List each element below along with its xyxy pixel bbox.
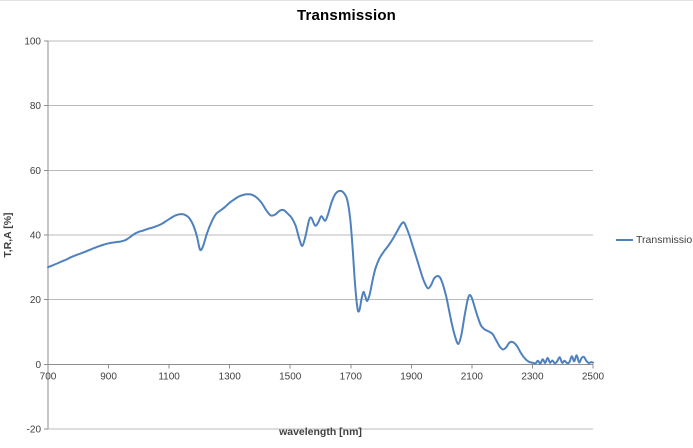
y-tick-label: 20 bbox=[30, 295, 42, 306]
x-tick-label: 1700 bbox=[340, 371, 363, 382]
y-tick-label: 100 bbox=[24, 37, 41, 48]
y-tick-label: 60 bbox=[30, 166, 42, 177]
x-tick-label: 1900 bbox=[400, 371, 423, 382]
y-axis-title: T,R,A [%] bbox=[2, 212, 14, 258]
legend-key-line bbox=[616, 239, 633, 241]
x-tick-label: 1100 bbox=[158, 371, 180, 382]
series-line bbox=[47, 189, 594, 365]
x-tick-label: 900 bbox=[100, 371, 117, 382]
y-tick-label: 80 bbox=[30, 101, 42, 112]
x-tick-label: 2100 bbox=[461, 371, 484, 382]
legend-label: Transmission bbox=[636, 234, 693, 246]
chart-title: Transmission bbox=[296, 7, 397, 24]
x-axis-title: wavelength [nm] bbox=[279, 426, 362, 438]
x-tick-label: 1500 bbox=[279, 371, 302, 382]
y-tick-label: 40 bbox=[30, 231, 42, 242]
x-tick-label: 1300 bbox=[219, 371, 242, 382]
y-tick-label: 0 bbox=[35, 360, 41, 371]
x-tick-label: 2300 bbox=[521, 371, 544, 382]
x-tick-label: 2500 bbox=[582, 371, 605, 382]
legend: Transmission bbox=[616, 234, 693, 246]
y-tick-label: -20 bbox=[27, 425, 42, 436]
x-tick-label: 700 bbox=[40, 371, 57, 382]
